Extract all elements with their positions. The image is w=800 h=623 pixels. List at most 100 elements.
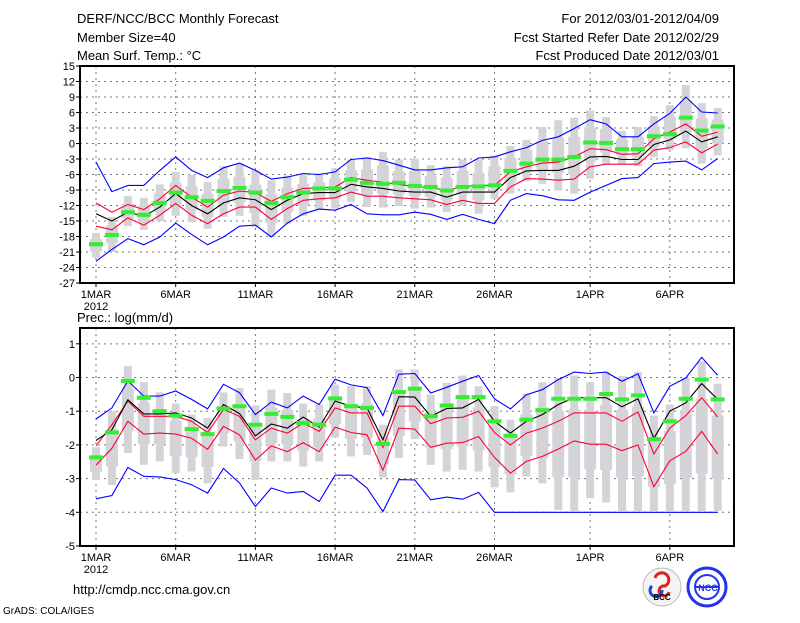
precipitation-plot: 1 0 -1 -2 -3 -4 -5 1MAR 6MAR 11MAR 16MAR 21MAR 26MAR… (65, 327, 735, 576)
observed-marker (296, 421, 311, 426)
ensemble-range-box (568, 409, 581, 478)
observed-marker (615, 147, 630, 152)
observed-marker (583, 396, 598, 401)
ensemble-range-box (552, 137, 565, 173)
y-tick-label: -2 (65, 440, 75, 452)
observed-marker (423, 414, 438, 419)
observed-marker (328, 396, 343, 401)
ensemble-range-box (456, 399, 469, 447)
observed-marker (120, 378, 135, 383)
ensemble-mean-line (95, 382, 719, 442)
observed-marker (630, 393, 645, 398)
lower-spread-line (95, 141, 718, 231)
x-tick-label: 21MAR (396, 289, 433, 301)
observed-marker (599, 392, 614, 397)
observed-marker (152, 409, 167, 414)
observed-marker (710, 124, 725, 129)
x-tick-label: 26MAR (476, 552, 513, 564)
member-size: Member Size=40 (77, 30, 176, 45)
observed-marker (104, 430, 119, 435)
observed-marker (391, 180, 406, 185)
y-tick-label: 9 (69, 92, 75, 104)
x-year-label: 2012 (84, 564, 108, 576)
ensemble-range-box (488, 426, 501, 468)
observed-marker (567, 396, 582, 401)
y-tick-label: 0 (69, 139, 75, 151)
observed-marker (200, 198, 215, 203)
ensemble-range-box (679, 411, 692, 478)
y-tick-label: -24 (59, 263, 75, 275)
observed-marker (471, 395, 486, 400)
observed-marker (152, 200, 167, 205)
ensemble-range-box (711, 415, 724, 480)
observed-marker (519, 417, 534, 422)
ensemble-range-box (472, 407, 485, 451)
y-tick-label: -3 (65, 154, 75, 166)
ensemble-range-box (408, 386, 421, 422)
y-tick-label: -21 (59, 247, 75, 259)
observed-marker (280, 195, 295, 200)
observed-marker (487, 419, 502, 424)
observed-marker (678, 115, 693, 120)
ensemble-range-box (329, 397, 342, 425)
ensemble-range-box (456, 171, 469, 195)
ensemble-range-box (536, 407, 549, 459)
observed-marker (168, 190, 183, 195)
observed-marker (583, 140, 598, 145)
x-tick-label: 6APR (655, 552, 684, 564)
variable-label: Mean Surf. Temp.: °C (77, 48, 201, 63)
source-url[interactable]: http://cmdp.ncc.cma.gov.cn (73, 582, 230, 597)
observed-marker (264, 200, 279, 205)
upper-envelope-line (95, 356, 719, 420)
observed-marker (232, 185, 247, 190)
observed-marker (248, 190, 263, 195)
observed-marker (630, 147, 645, 152)
ensemble-range-box (504, 437, 517, 475)
observed-marker (328, 186, 343, 191)
ensemble-range-box (217, 405, 230, 434)
observed-marker (104, 232, 119, 237)
upper-spread-line (95, 123, 718, 213)
observed-marker (200, 432, 215, 437)
ensemble-range-box (631, 406, 644, 477)
y-tick-label: 15 (63, 61, 75, 73)
observed-marker (136, 212, 151, 217)
ensemble-range-box (153, 409, 166, 445)
observed-marker (216, 189, 231, 194)
observed-marker (184, 427, 199, 432)
x-tick-label: 6MAR (160, 552, 191, 564)
observed-marker (89, 242, 103, 247)
ensemble-range-box (600, 128, 613, 153)
observed-marker (710, 397, 725, 402)
y-tick-label: -18 (59, 232, 75, 244)
observed-marker (120, 210, 135, 215)
observed-marker (407, 183, 422, 188)
ensemble-range-box (297, 419, 310, 451)
ensemble-range-box (520, 414, 533, 456)
ensemble-range-box (313, 182, 326, 201)
observed-marker (694, 377, 709, 382)
ensemble-range-box (201, 434, 214, 467)
y-tick-label: 3 (69, 123, 75, 135)
ensemble-range-box (663, 431, 676, 485)
ensemble-range-box (440, 405, 453, 450)
ensemble-mean-line (95, 130, 718, 222)
observed-marker (248, 422, 263, 427)
ensemble-range-box (392, 391, 405, 436)
ensemble-range-box (584, 127, 597, 162)
observed-marker (662, 419, 677, 424)
ncc-logo: NCC (686, 566, 728, 608)
forecast-period: For 2012/03/01-2012/04/09 (561, 11, 719, 26)
observed-marker (678, 396, 693, 401)
x-tick-label: 1APR (576, 552, 605, 564)
forecast-start-date: Fcst Started Refer Date 2012/02/29 (514, 30, 719, 45)
ensemble-range-box (536, 141, 549, 170)
precip-label: Prec.: log(mm/d) (77, 310, 173, 325)
observed-marker (455, 395, 470, 400)
observed-marker (312, 186, 327, 191)
ensemble-range-box (616, 409, 629, 478)
observed-marker (551, 157, 566, 162)
y-tick-label: -5 (65, 541, 75, 553)
observed-marker (280, 414, 295, 419)
